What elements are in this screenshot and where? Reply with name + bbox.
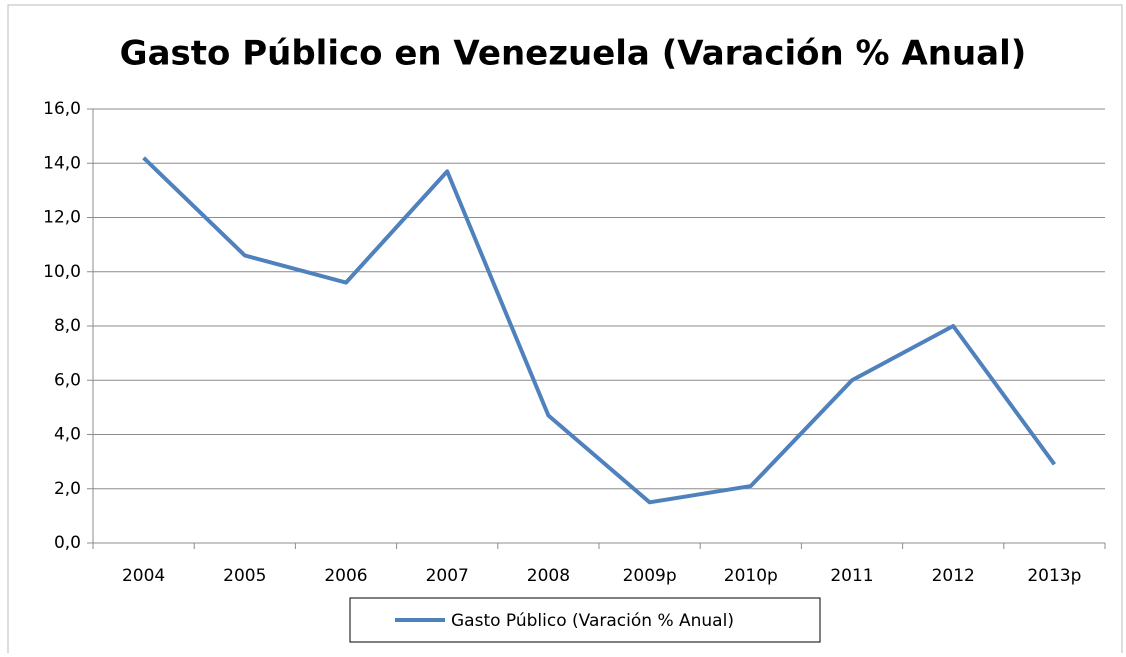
x-tick-label: 2011 xyxy=(830,566,873,586)
line-series xyxy=(142,156,1057,505)
y-tick-label: 12,0 xyxy=(43,208,81,228)
y-tick-label: 16,0 xyxy=(43,99,81,119)
chart-frame xyxy=(7,4,1123,657)
x-tick-label: 2012 xyxy=(932,566,975,586)
x-tick-label: 2004 xyxy=(122,566,165,586)
y-tick-label: 2,0 xyxy=(54,479,81,499)
legend-label: Gasto Público (Varación % Anual) xyxy=(451,611,734,631)
y-tick-label: 6,0 xyxy=(54,370,81,390)
y-tick-label: 14,0 xyxy=(43,153,81,173)
y-tick-label: 8,0 xyxy=(54,316,81,336)
x-tick-label: 2007 xyxy=(426,566,469,586)
x-tick-label: 2006 xyxy=(324,566,367,586)
x-tick-label: 2009p xyxy=(623,566,677,586)
chart-title: Gasto Público en Venezuela (Varación % A… xyxy=(120,34,1027,74)
x-tick-label: 2005 xyxy=(223,566,266,586)
x-tick-label: 2010p xyxy=(724,566,778,586)
y-tick-label: 10,0 xyxy=(43,262,81,282)
x-tick-label: 2013p xyxy=(1027,566,1081,586)
y-tick-label: 4,0 xyxy=(54,425,81,445)
y-tick-label: 0,0 xyxy=(54,533,81,553)
x-tick-label: 2008 xyxy=(527,566,570,586)
